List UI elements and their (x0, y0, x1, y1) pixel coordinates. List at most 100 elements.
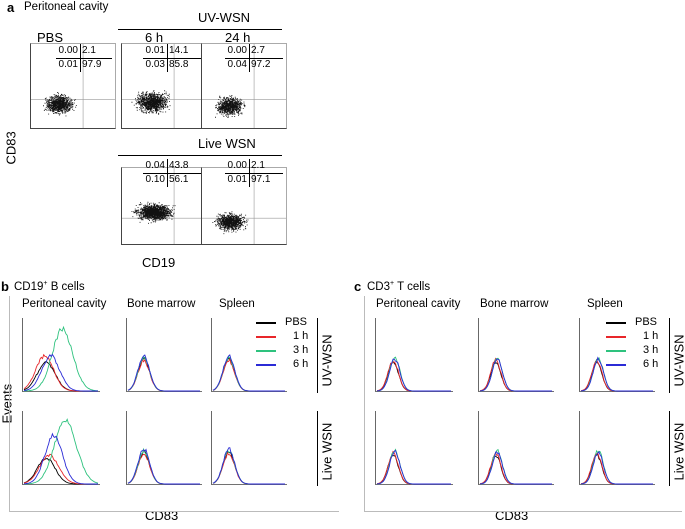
legend-label: PBS (635, 316, 658, 328)
panel-c-row2-label: Live WSN (671, 422, 685, 481)
histogram-curve (479, 358, 552, 392)
panel-b-title-main: CD19 (14, 280, 44, 293)
quadrant-ur: 2.1 (82, 45, 96, 56)
panel-a-y-axis: CD83 (3, 131, 19, 165)
event-dots (43, 92, 77, 117)
plot-label-24h: 24 h (225, 30, 251, 45)
panel-c-letter: c (354, 279, 362, 294)
histogram-curve (212, 451, 285, 485)
panel-b-row2-label: Live WSN (319, 422, 335, 481)
panel-c-row1-label: UV-WSN (671, 334, 685, 387)
panel-c-title-sup: + (390, 280, 395, 287)
histogram-curve (127, 449, 200, 485)
histogram-plot (126, 411, 202, 485)
quadrant-lr: 56.1 (169, 174, 189, 185)
legend-label: 6 h (643, 358, 659, 370)
group-uv-label: UV-WSN (198, 10, 250, 25)
quadrant-table-6h: 0.01 14.1 0.03 85.8 (143, 44, 201, 72)
quadrant-lr: 97.1 (251, 174, 271, 185)
histogram-axes (579, 411, 655, 485)
event-dots (131, 90, 171, 115)
panel-c-title-rest: T cells (394, 280, 431, 293)
panel-c-title: CD3+ T cells (367, 280, 430, 293)
histogram-plot (579, 411, 655, 485)
histogram-curve (479, 451, 552, 485)
legend-swatch-1h (256, 336, 276, 338)
quadrant-ll: 0.10 (145, 174, 165, 185)
legend-swatch-pbs (256, 322, 276, 324)
histogram-curve (23, 453, 98, 485)
legend-panel-c: PBS 1 h 3 h 6 h (606, 316, 666, 372)
legend-swatch-pbs (606, 322, 626, 324)
histogram-axes (126, 411, 202, 485)
panel-b-col3: Spleen (219, 298, 255, 310)
histogram-curve (376, 358, 451, 392)
legend-label: 1 h (643, 330, 659, 342)
quadrant-ll: 0.01 (58, 59, 78, 70)
panel-b-title: CD19+ B cells (14, 280, 85, 293)
legend-swatch-6h (606, 364, 626, 366)
quadrant-lr: 85.8 (169, 59, 189, 70)
histogram-curve (127, 448, 200, 485)
histogram-curve (212, 354, 285, 392)
legend-label: PBS (285, 316, 308, 328)
panel-b-col1: Peritoneal cavity (22, 298, 107, 310)
panel-b-title-sup: + (43, 280, 48, 287)
quadrant-table-live-24h: 0.00 2.1 0.01 97.1 (225, 159, 283, 187)
dot-plot-pbs (30, 43, 116, 129)
histogram-curve (212, 451, 285, 485)
panel-c-bottom-border (364, 511, 682, 512)
plot-label-6h: 6 h (145, 30, 164, 45)
legend-label: 6 h (293, 358, 309, 370)
quadrant-ul: 0.01 (145, 45, 165, 56)
histogram-plot (22, 318, 100, 392)
histogram-curve (127, 355, 200, 392)
quadrant-hline (225, 173, 283, 174)
panel-b-letter: b (1, 279, 9, 294)
histogram-curve (580, 356, 653, 392)
histogram-axes (375, 318, 453, 392)
panel-b-title-rest: B cells (47, 280, 85, 293)
panel-b-row1-label: UV-WSN (319, 334, 335, 387)
panel-c-row1-bar (669, 318, 670, 393)
panel-a-letter: a (7, 0, 15, 15)
legend-swatch-1h (606, 336, 626, 338)
histogram-curve (127, 354, 200, 392)
quadrant-hline (143, 58, 201, 59)
panel-b-bottom-border (9, 511, 339, 512)
histogram-axes (126, 318, 202, 392)
histogram-axes (375, 411, 453, 485)
quadrant-hline (225, 58, 283, 59)
histogram-plot (211, 318, 287, 392)
histogram-plot (579, 318, 655, 392)
histogram-curve (127, 453, 200, 485)
histogram-plot (375, 318, 453, 392)
quadrant-ll: 0.01 (227, 174, 247, 185)
legend-label: 3 h (643, 344, 659, 356)
group-live-label: Live WSN (198, 136, 256, 151)
panel-b-left-border (9, 296, 10, 512)
histogram-plot (478, 411, 554, 485)
quadrant-ur: 2.7 (251, 45, 265, 56)
panel-b-col2: Bone marrow (127, 298, 196, 310)
dot-plot-live-24h (201, 167, 287, 245)
legend-swatch-3h (256, 350, 276, 352)
dot-plot-live-6h (121, 167, 207, 245)
histogram-plot (22, 411, 100, 485)
histogram-curve (23, 361, 98, 392)
quadrant-ll: 0.04 (227, 59, 247, 70)
quadrant-lr: 97.9 (82, 59, 102, 70)
panel-b-y-axis: Events (0, 383, 15, 424)
histogram-axes (579, 318, 655, 392)
panel-a-title: Peritoneal cavity (24, 1, 109, 13)
histogram-curve (212, 447, 285, 485)
histogram-plot (211, 411, 287, 485)
event-dots (212, 211, 249, 235)
quadrant-ul: 0.00 (227, 45, 247, 56)
histogram-axes (211, 411, 287, 485)
quadrant-table-pbs: 0.00 2.1 0.01 97.9 (56, 44, 112, 72)
legend-swatch-3h (606, 350, 626, 352)
histogram-curve (127, 358, 200, 392)
panel-c-title-main: CD3 (367, 280, 391, 293)
histogram-curve (24, 418, 99, 485)
